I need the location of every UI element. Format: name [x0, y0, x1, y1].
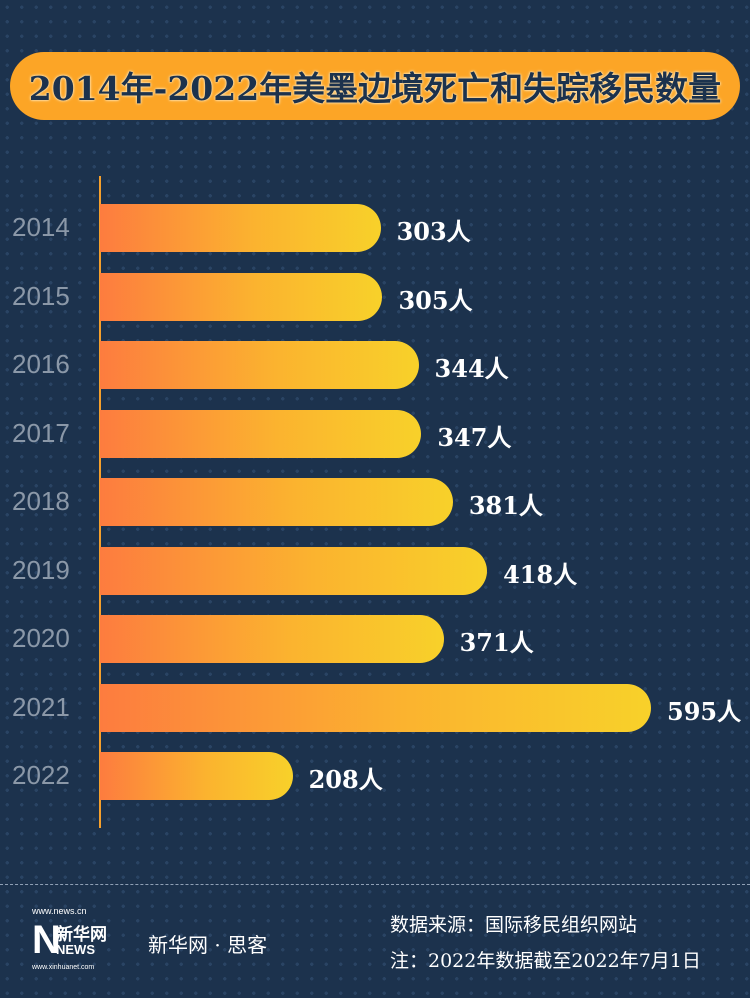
bar-row: 2016 344人 — [0, 341, 750, 389]
bar — [100, 546, 488, 595]
data-label: 381人 — [468, 491, 543, 520]
logo-url-bottom: www.xinhuanet.com — [32, 964, 95, 971]
logo-news: NEWS — [56, 942, 95, 957]
y-tick-label: 2022 — [12, 760, 70, 790]
y-tick-label: 2021 — [12, 691, 70, 722]
logo-url-top: www.news.cn — [32, 906, 87, 916]
logo-n: N — [32, 918, 61, 962]
bar-row: 2019 418人 — [0, 546, 750, 595]
y-tick-label: 2018 — [12, 486, 70, 516]
y-tick-label: 2017 — [12, 417, 70, 448]
data-label: 305人 — [398, 285, 473, 315]
data-label: 595人 — [667, 696, 742, 726]
data-label: 303人 — [396, 217, 471, 246]
bar-row: 2021 595人 — [0, 683, 750, 732]
data-source: 数据来源：国际移民组织网站 — [390, 914, 638, 936]
bar — [100, 683, 651, 732]
y-tick-label: 2019 — [12, 554, 70, 585]
y-tick-label: 2016 — [12, 349, 70, 379]
bar-row: 2017 347人 — [0, 409, 750, 458]
data-label: 371人 — [459, 628, 534, 657]
y-tick-label: 2014 — [12, 212, 70, 242]
bar — [100, 409, 422, 458]
bar — [100, 752, 293, 800]
bar-row: 2015 305人 — [0, 272, 750, 321]
bar-row: 2018 381人 — [0, 478, 750, 526]
data-label: 344人 — [434, 354, 509, 383]
bar — [100, 272, 383, 321]
bar — [100, 615, 444, 663]
bar — [100, 204, 381, 252]
y-tick-label: 2015 — [12, 280, 70, 311]
chart-title: 2014年-2022年美墨边境死亡和失踪移民数量 — [10, 52, 740, 120]
logo-cn: 新华网 — [56, 925, 107, 944]
divider — [0, 884, 750, 885]
data-note: 注：2022年数据截至2022年7月1日 — [390, 950, 701, 972]
bar-row: 2022 208人 — [0, 752, 750, 800]
brand-label: 新华网 · 思客 — [148, 933, 268, 957]
bar — [100, 478, 453, 526]
data-label: 347人 — [437, 422, 512, 452]
bar-row: 2014 303人 — [0, 204, 750, 252]
bar-row: 2020 371人 — [0, 615, 750, 663]
y-tick-label: 2020 — [12, 623, 70, 653]
xinhua-logo: www.news.cn N 新华网 NEWS www.xinhuanet.com — [30, 906, 130, 976]
data-label: 208人 — [308, 765, 383, 794]
bar — [100, 341, 419, 389]
data-label: 418人 — [503, 559, 578, 589]
